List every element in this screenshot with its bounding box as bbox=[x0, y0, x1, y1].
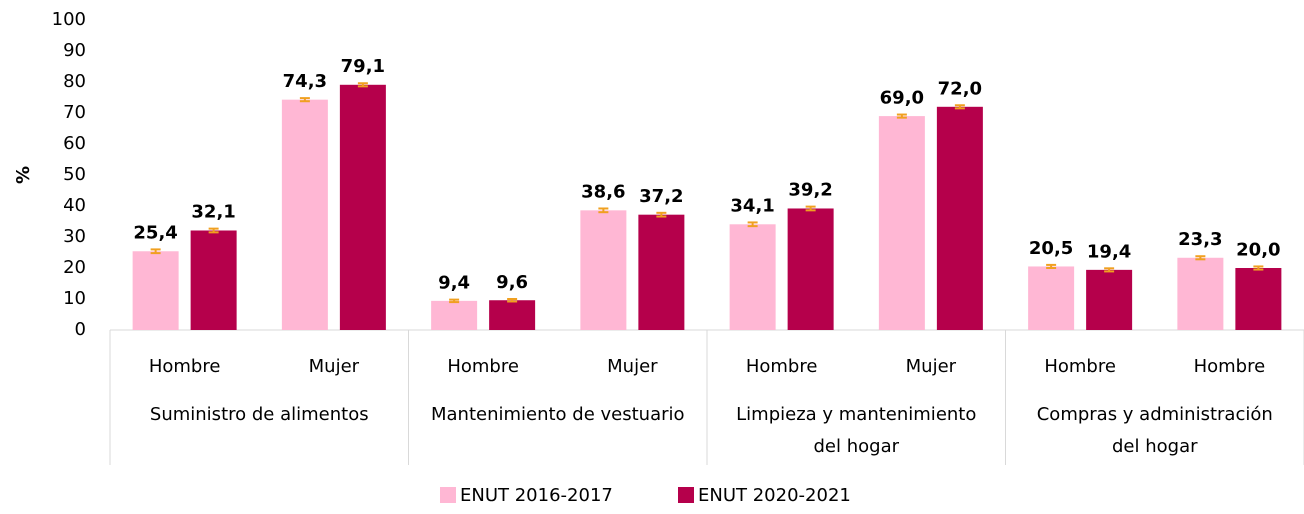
group-label: Limpieza y mantenimiento bbox=[736, 404, 976, 425]
y-tick-label: 40 bbox=[63, 195, 86, 216]
y-tick-label: 90 bbox=[63, 40, 86, 61]
error-bar bbox=[299, 97, 310, 103]
error-bar bbox=[208, 227, 219, 234]
group-label: Mantenimiento de vestuario bbox=[431, 404, 685, 425]
legend-label: ENUT 2016-2017 bbox=[460, 485, 613, 506]
bar bbox=[638, 214, 685, 330]
legend-swatch bbox=[678, 487, 694, 503]
bar bbox=[281, 99, 328, 330]
bar bbox=[936, 106, 983, 330]
error-bar bbox=[896, 113, 907, 119]
error-bar bbox=[1104, 267, 1115, 273]
data-label: 72,0 bbox=[938, 78, 982, 99]
error-bar bbox=[1253, 265, 1264, 271]
error-bar bbox=[805, 205, 816, 212]
x-tick-label: Hombre bbox=[1044, 356, 1116, 377]
error-bar bbox=[598, 207, 609, 214]
error-bar bbox=[1195, 255, 1206, 261]
bar bbox=[580, 210, 627, 330]
error-bar bbox=[656, 211, 667, 218]
y-tick-label: 20 bbox=[63, 257, 86, 278]
y-tick-label: 10 bbox=[63, 288, 86, 309]
bar bbox=[132, 251, 179, 330]
error-bar bbox=[150, 248, 161, 255]
y-axis-label: % bbox=[13, 166, 34, 184]
data-label: 74,3 bbox=[283, 71, 327, 92]
y-tick-label: 60 bbox=[63, 133, 86, 154]
error-bar bbox=[449, 298, 460, 304]
legend-swatch bbox=[440, 487, 456, 503]
bar bbox=[489, 300, 536, 330]
data-label: 32,1 bbox=[191, 202, 235, 223]
data-label: 69,0 bbox=[880, 88, 924, 109]
bar bbox=[190, 230, 237, 330]
bar bbox=[431, 300, 478, 330]
group-label: Compras y administración bbox=[1037, 404, 1273, 425]
bar bbox=[1086, 269, 1133, 330]
data-label: 9,6 bbox=[496, 272, 528, 293]
y-tick-label: 80 bbox=[63, 71, 86, 92]
x-tick-label: Mujer bbox=[309, 356, 360, 377]
data-label: 34,1 bbox=[730, 195, 774, 216]
data-label: 9,4 bbox=[438, 273, 470, 294]
error-bar bbox=[1046, 263, 1057, 269]
x-tick-label: Hombre bbox=[447, 356, 519, 377]
y-tick-label: 70 bbox=[63, 102, 86, 123]
bar bbox=[339, 84, 386, 330]
data-label: 38,6 bbox=[581, 181, 625, 202]
x-tick-label: Hombre bbox=[1194, 356, 1266, 377]
group-label: Suministro de alimentos bbox=[150, 404, 369, 425]
bar bbox=[1028, 266, 1075, 330]
y-tick-label: 50 bbox=[63, 164, 86, 185]
bar bbox=[1235, 268, 1282, 330]
group-label: del hogar bbox=[1112, 436, 1198, 457]
bar bbox=[787, 208, 834, 330]
y-tick-label: 100 bbox=[52, 9, 86, 30]
y-tick-label: 0 bbox=[75, 319, 86, 340]
bar bbox=[878, 116, 925, 330]
x-tick-label: Mujer bbox=[906, 356, 957, 377]
error-bar bbox=[954, 104, 965, 110]
data-label: 20,0 bbox=[1236, 239, 1280, 260]
x-tick-label: Hombre bbox=[149, 356, 221, 377]
data-label: 20,5 bbox=[1029, 238, 1073, 259]
x-tick-label: Hombre bbox=[746, 356, 818, 377]
bar bbox=[1177, 257, 1224, 330]
x-tick-label: Mujer bbox=[607, 356, 658, 377]
error-bar bbox=[507, 298, 518, 303]
data-label: 19,4 bbox=[1087, 241, 1131, 262]
legend-label: ENUT 2020-2021 bbox=[698, 485, 851, 506]
data-label: 39,2 bbox=[788, 180, 832, 201]
error-bar bbox=[357, 82, 368, 88]
data-label: 23,3 bbox=[1178, 229, 1222, 250]
group-label: del hogar bbox=[814, 436, 900, 457]
y-tick-label: 30 bbox=[63, 226, 86, 247]
data-label: 79,1 bbox=[341, 56, 385, 77]
data-label: 25,4 bbox=[133, 222, 177, 243]
data-label: 37,2 bbox=[639, 186, 683, 207]
bar bbox=[729, 224, 776, 330]
error-bar bbox=[747, 221, 758, 228]
